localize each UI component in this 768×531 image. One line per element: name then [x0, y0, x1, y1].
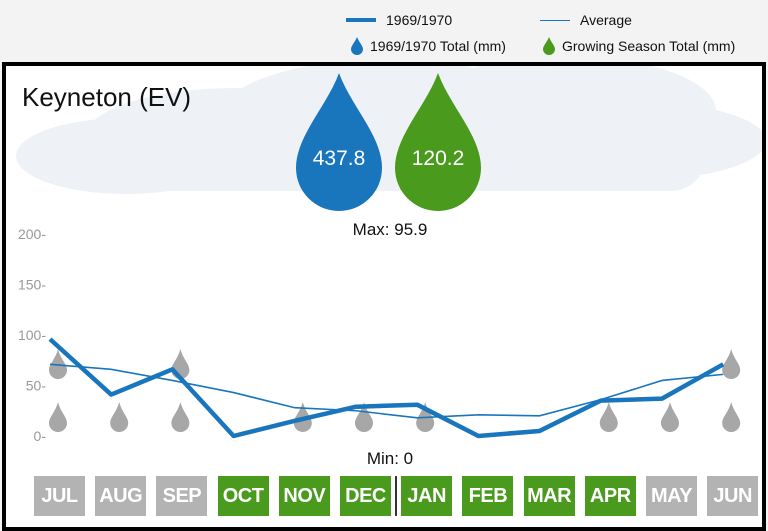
rain-drop-icon — [171, 402, 190, 432]
rain-drop-icon — [599, 402, 618, 432]
chart-legend: 1969/1970 Average 1969/1970 Total (mm) G… — [0, 0, 768, 62]
legend-item-average[interactable]: Average — [540, 12, 632, 28]
y-tick-label: 0- — [34, 428, 47, 444]
month-button-jun[interactable]: JUN — [707, 476, 759, 516]
rain-drop-icon — [110, 402, 129, 432]
rain-drop-icon — [722, 402, 741, 432]
legend-total-label: 1969/1970 Total (mm) — [370, 38, 506, 54]
min-label: Min: 0 — [366, 449, 414, 468]
rain-drop-icon — [49, 349, 67, 379]
legend-line-thick — [346, 18, 376, 22]
annual-total-value: 437.8 — [312, 147, 366, 170]
max-label: Max: 95.9 — [352, 220, 428, 239]
y-tick-label: 100- — [18, 327, 46, 343]
green-drop-icon — [543, 37, 555, 55]
y-axis: 0- 50- 100- 150- 200- — [18, 226, 46, 444]
total-drops — [296, 73, 481, 211]
month-button-dec[interactable]: DEC — [340, 476, 391, 516]
growing-total-drop — [395, 73, 481, 211]
y-tick-label: 50- — [26, 378, 47, 394]
blue-drop-icon — [351, 37, 363, 55]
rain-drop-icon — [722, 349, 741, 379]
legend-item-total[interactable]: 1969/1970 Total (mm) — [350, 37, 506, 55]
month-button-aug[interactable]: AUG — [95, 476, 147, 516]
legend-growing-label: Growing Season Total (mm) — [562, 38, 736, 54]
chart-panel: 0- 50- 100- 150- 200- Keyneton (EV) 437.8 12… — [2, 62, 766, 531]
rain-drop-icon — [661, 402, 679, 432]
month-button-nov[interactable]: NOV — [278, 476, 330, 516]
station-title: Keyneton (EV) — [22, 82, 192, 112]
month-button-mar[interactable]: MAR — [523, 476, 575, 516]
month-button-sep[interactable]: SEP — [156, 476, 208, 516]
month-button-feb[interactable]: FEB — [462, 476, 514, 516]
legend-average-label: Average — [580, 12, 632, 28]
rain-drop-icon — [49, 402, 67, 432]
average-line — [49, 363, 724, 419]
legend-item-growing[interactable]: Growing Season Total (mm) — [542, 37, 735, 55]
legend-line-thin — [540, 19, 570, 21]
month-button-jul[interactable]: JUL — [34, 476, 85, 516]
month-button-may[interactable]: MAY — [646, 476, 697, 516]
month-button-oct[interactable]: OCT — [217, 476, 269, 516]
legend-series-label: 1969/1970 — [386, 12, 453, 28]
legend-item-series[interactable]: 1969/1970 — [346, 12, 452, 28]
growing-total-value: 120.2 — [411, 147, 465, 170]
y-tick-label: 200- — [18, 226, 46, 242]
rain-drop-icon — [355, 402, 373, 432]
rain-drops — [49, 349, 741, 432]
y-tick-label: 150- — [18, 277, 46, 293]
rainfall-chart: 0- 50- 100- 150- 200- — [16, 66, 762, 516]
annual-total-drop — [296, 73, 382, 211]
series-line-1969-1970 — [48, 337, 725, 439]
month-button-jan[interactable]: JAN — [401, 476, 453, 516]
month-button-apr[interactable]: APR — [584, 476, 636, 516]
